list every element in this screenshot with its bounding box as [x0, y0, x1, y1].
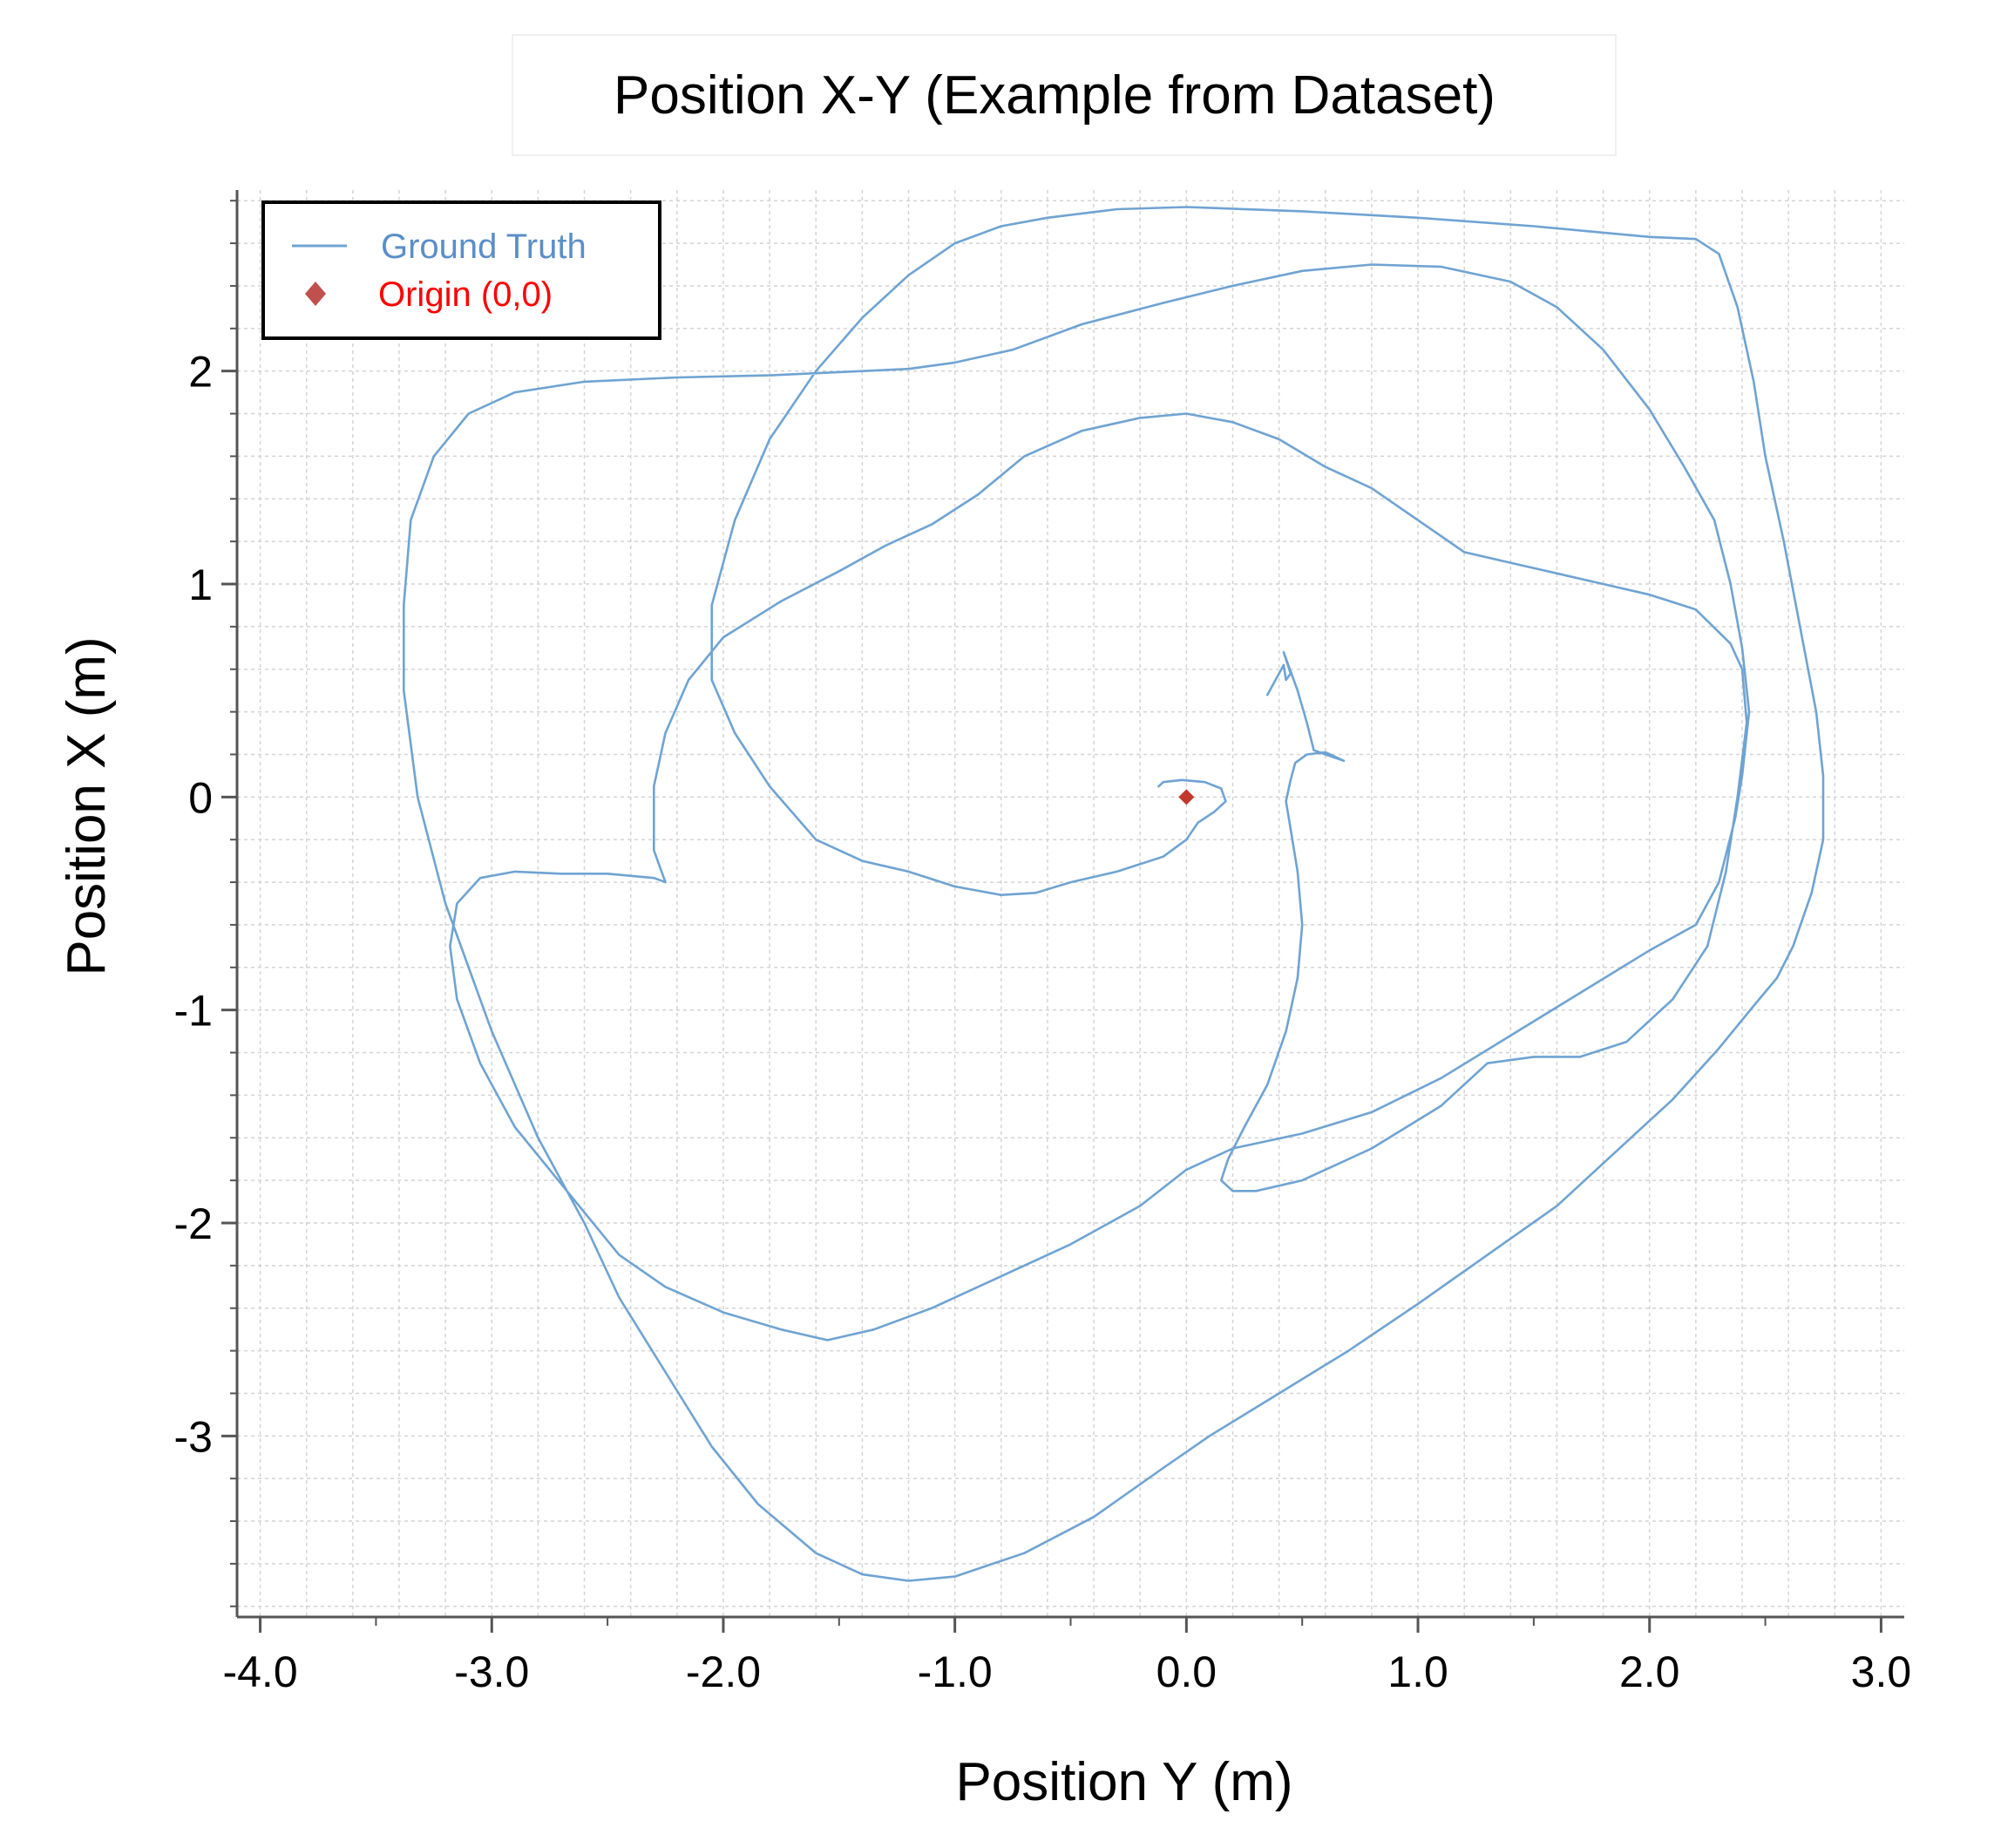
x-tick-label: -4.0 — [222, 1648, 297, 1696]
axes — [221, 190, 1904, 1633]
y-tick-label: 2 — [188, 348, 213, 397]
y-tick-label: 0 — [188, 773, 213, 822]
legend-origin-label: Origin (0,0) — [378, 275, 553, 314]
legend-box — [261, 200, 661, 340]
x-tick-label: 0.0 — [1156, 1648, 1217, 1696]
grid — [237, 190, 1904, 1617]
ground-truth-line — [403, 206, 1825, 1582]
x-tick-labels: -4.0 -3.0 -2.0 -1.0 0.0 1.0 2.0 3.0 — [222, 1648, 1911, 1696]
title-box — [512, 34, 1617, 156]
x-tick-label: 3.0 — [1851, 1648, 1912, 1696]
series-layer — [403, 206, 1825, 1582]
y-tick-label: -3 — [174, 1412, 213, 1461]
y-tick-label: -2 — [174, 1199, 213, 1248]
x-tick-label: 2.0 — [1619, 1648, 1680, 1696]
legend-ground-truth-label: Ground Truth — [381, 228, 587, 266]
y-tick-label: -1 — [174, 987, 213, 1036]
origin-marker — [1178, 789, 1195, 805]
chart-title: Position X-Y (Example from Dataset) — [614, 65, 1496, 126]
legend: Ground Truth Origin (0,0) — [261, 200, 661, 340]
x-tick-label: -2.0 — [686, 1648, 761, 1696]
plot-area: -4.0 -3.0 -2.0 -1.0 0.0 1.0 2.0 3.0 -3 -2 -1 0 1 2 — [174, 190, 1911, 1696]
x-axis-title: Position Y (m) — [955, 1752, 1292, 1812]
y-axis-title: Position X (m) — [57, 636, 117, 975]
legend-origin-marker — [305, 282, 326, 306]
y-tick-label: 1 — [188, 561, 213, 609]
x-tick-label: -3.0 — [454, 1648, 529, 1696]
x-tick-label: -1.0 — [918, 1648, 993, 1696]
x-tick-label: 1.0 — [1387, 1648, 1448, 1696]
y-tick-labels: -3 -2 -1 0 1 2 — [174, 348, 213, 1462]
